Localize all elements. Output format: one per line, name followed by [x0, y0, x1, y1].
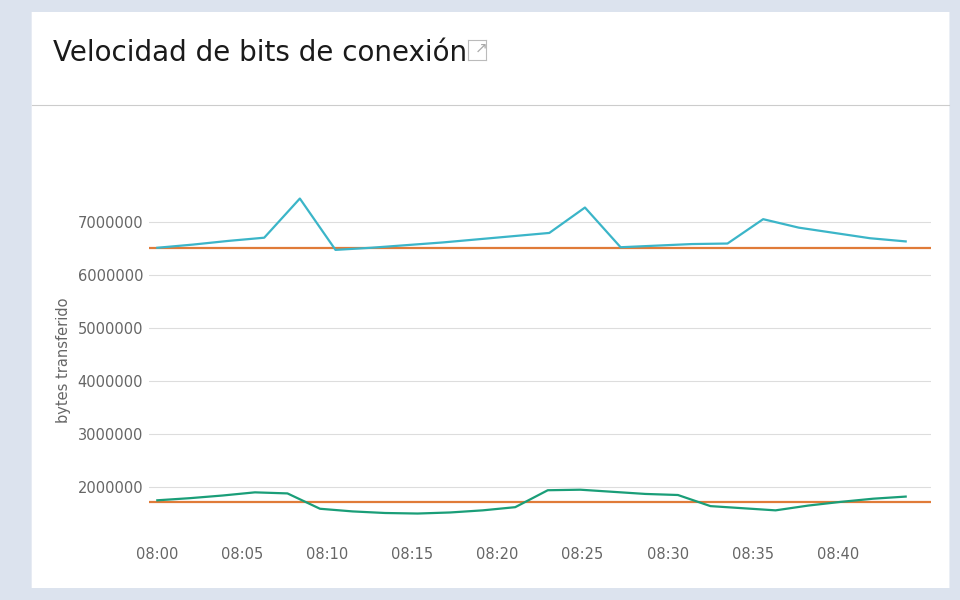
Text: ↗: ↗: [475, 41, 488, 56]
Text: Velocidad de bits de conexión: Velocidad de bits de conexión: [53, 39, 467, 67]
Y-axis label: bytes transferido: bytes transferido: [56, 297, 71, 423]
